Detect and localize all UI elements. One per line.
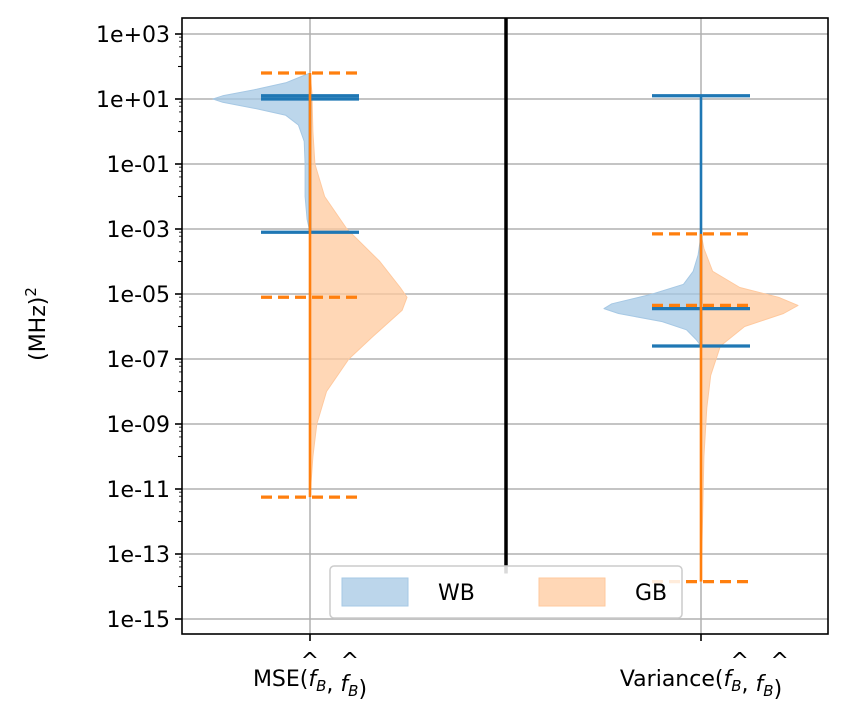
violin-gb-mse [309, 72, 408, 498]
x-label-part: f [308, 667, 319, 692]
y-tick-label: 1e-05 [107, 283, 170, 308]
y-axis: 1e+03 1e+01 1e-01 1e-03 1e-05 1e-07 1e-09 1e-11… [96, 23, 170, 633]
y-tick-label: 1e+03 [96, 23, 170, 48]
x-tick-label-variance: Variance(fB, fB) [620, 667, 782, 702]
y-tick-label: 1e-07 [107, 348, 170, 373]
x-label-part: B [731, 677, 741, 695]
violins [212, 72, 799, 583]
minor-ticks [175, 33, 182, 620]
x-label-part: MSE( [253, 667, 308, 692]
violin-gb-variance [700, 233, 799, 583]
x-axis: MSE(fB, fB)^ ^Variance(fB, fB)^ ^ [253, 634, 789, 702]
hat-accent: ^ [771, 649, 789, 674]
y-tick-label: 1e-01 [107, 153, 170, 178]
x-label-part: B [348, 682, 358, 700]
statistic-lines [261, 71, 750, 584]
violin-wb-variance [603, 235, 702, 347]
violin-wb-mse [212, 72, 311, 233]
y-axis-label: (MHz)2 [22, 287, 51, 361]
hat-accent: ^ [731, 649, 749, 674]
hat-accent: ^ [301, 649, 319, 674]
y-tick-label: 1e+01 [96, 88, 170, 113]
y-tick-label: 1e-03 [107, 218, 170, 243]
y-tick-label: 1e-09 [107, 413, 170, 438]
x-label-part: ) [358, 677, 367, 702]
legend-swatch-gb [538, 577, 606, 607]
x-label-part: B [763, 682, 773, 700]
x-label-part: B [316, 677, 326, 695]
legend-label-wb: WB [438, 581, 475, 606]
x-label-part: f [756, 672, 767, 697]
y-tick-label: 1e-11 [107, 478, 170, 503]
x-label-part: ) [774, 677, 783, 702]
legend: WB GB [329, 565, 683, 619]
x-label-part: , [326, 672, 340, 697]
legend-swatch-wb [341, 577, 409, 607]
x-label-part: , [742, 672, 756, 697]
x-tick-label-mse: MSE(fB, fB) [253, 667, 367, 702]
x-label-part: f [340, 672, 351, 697]
legend-label-gb: GB [635, 581, 667, 606]
plot-frame [181, 17, 829, 635]
x-label-part: Variance( [620, 667, 724, 692]
y-tick-label: 1e-13 [107, 543, 170, 568]
hat-accent: ^ [341, 649, 359, 674]
y-tick-label: 1e-15 [107, 608, 170, 633]
x-label-part: f [723, 667, 734, 692]
